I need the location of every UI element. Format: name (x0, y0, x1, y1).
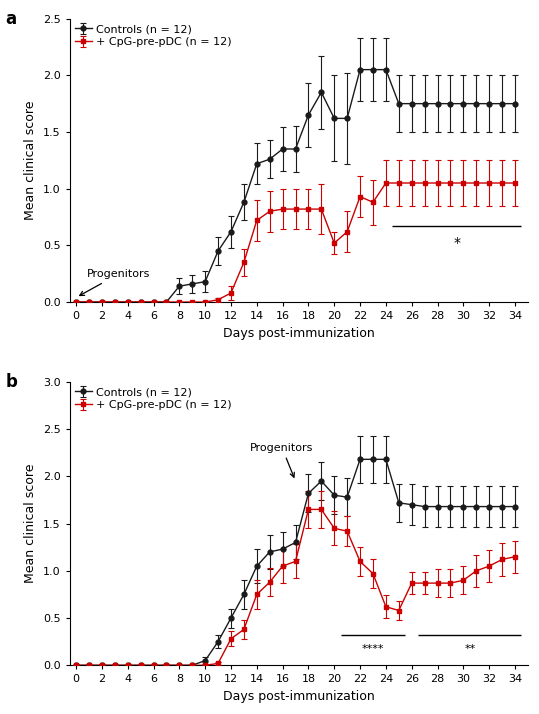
Legend: Controls (n = 12), + CpG-pre-pDC (n = 12): Controls (n = 12), + CpG-pre-pDC (n = 12… (73, 385, 234, 413)
Text: Progenitors: Progenitors (80, 269, 150, 296)
Y-axis label: Mean clinical score: Mean clinical score (24, 464, 37, 583)
Text: a: a (5, 10, 17, 28)
Legend: Controls (n = 12), + CpG-pre-pDC (n = 12): Controls (n = 12), + CpG-pre-pDC (n = 12… (73, 22, 234, 49)
Text: **: ** (464, 643, 475, 653)
Text: Progenitors: Progenitors (250, 443, 314, 477)
Text: ****: **** (362, 643, 384, 653)
Text: *: * (453, 236, 460, 251)
X-axis label: Days post-immunization: Days post-immunization (223, 326, 375, 340)
Y-axis label: Mean clinical score: Mean clinical score (24, 101, 37, 220)
Text: b: b (5, 373, 17, 391)
X-axis label: Days post-immunization: Days post-immunization (223, 690, 375, 703)
